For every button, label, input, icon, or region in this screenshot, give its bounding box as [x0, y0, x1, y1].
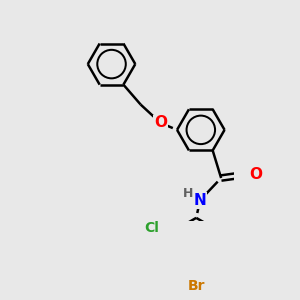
Text: N: N [194, 193, 206, 208]
Text: O: O [249, 167, 262, 182]
Text: O: O [154, 116, 167, 130]
Text: Br: Br [188, 280, 205, 293]
Text: H: H [183, 187, 193, 200]
Text: Cl: Cl [144, 221, 159, 235]
